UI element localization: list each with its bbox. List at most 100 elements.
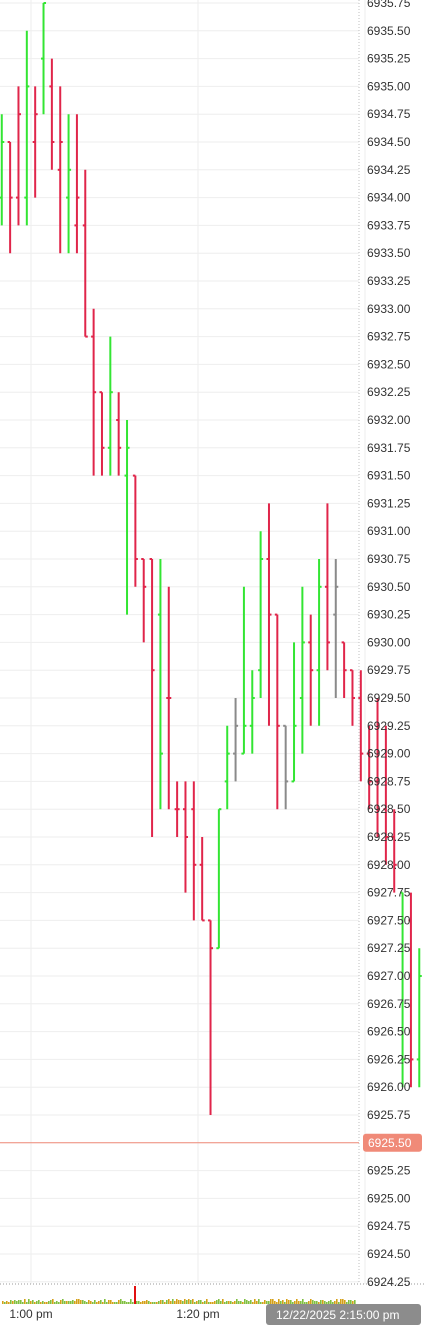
volume-bar xyxy=(210,1302,212,1304)
volume-bar xyxy=(198,1300,200,1304)
volume-bar xyxy=(182,1301,184,1304)
ohlc-bar xyxy=(316,559,322,726)
volume-bar xyxy=(328,1301,330,1304)
ohlc-bar xyxy=(266,503,272,726)
volume-bar xyxy=(156,1302,158,1304)
volume-bar xyxy=(50,1300,52,1304)
volume-bar xyxy=(262,1302,264,1304)
ohlc-bar xyxy=(107,336,113,476)
volume-bar xyxy=(316,1301,318,1304)
ohlc-bar xyxy=(116,392,122,476)
price-tick-label: 6924.25 xyxy=(367,1275,411,1289)
ohlc-bar xyxy=(7,141,13,254)
volume-bar xyxy=(232,1302,234,1304)
volume-bar xyxy=(58,1302,60,1304)
time-tick-label: 1:00 pm xyxy=(9,1307,52,1321)
volume-bar xyxy=(238,1301,240,1304)
ohlc-bar xyxy=(74,114,80,254)
ohlc-bars xyxy=(0,2,422,1115)
volume-bar xyxy=(174,1301,176,1304)
price-tick-label: 6933.00 xyxy=(367,302,411,316)
ohlc-bar xyxy=(174,781,180,837)
volume-bar xyxy=(8,1302,10,1304)
price-tick-label: 6927.75 xyxy=(367,886,411,900)
volume-bar-spike xyxy=(134,1286,136,1304)
volume-bar xyxy=(172,1299,174,1304)
volume-bar xyxy=(270,1299,272,1304)
ohlc-bar xyxy=(224,725,230,810)
volume-bar xyxy=(142,1301,144,1304)
volume-bar xyxy=(354,1300,356,1304)
ohlc-bar xyxy=(124,420,130,615)
ohlc-bar xyxy=(299,586,305,754)
volume-bar xyxy=(78,1299,80,1304)
volume-bar xyxy=(16,1301,18,1304)
volume-bar xyxy=(248,1301,250,1304)
volume-bar xyxy=(298,1301,300,1304)
volume-bar xyxy=(48,1301,50,1304)
volume-bar xyxy=(220,1301,222,1304)
volume-bar xyxy=(330,1300,332,1304)
volume-bar xyxy=(126,1302,128,1304)
price-tick-label: 6931.25 xyxy=(367,496,411,510)
ohlc-bar xyxy=(208,919,214,1115)
price-tick-label: 6928.25 xyxy=(367,830,411,844)
ohlc-bar xyxy=(166,586,172,810)
last-price-value: 6925.50 xyxy=(368,1136,412,1150)
volume-bar xyxy=(290,1300,292,1304)
volume-bar xyxy=(178,1300,180,1304)
price-tick-label: 6927.50 xyxy=(367,913,411,927)
volume-bar xyxy=(168,1299,170,1304)
volume-bar xyxy=(272,1299,274,1304)
ohlc-bar xyxy=(216,808,222,950)
volume-bar xyxy=(66,1301,68,1304)
ohlc-bar xyxy=(333,559,339,698)
volume-bar xyxy=(138,1301,140,1304)
volume-bar xyxy=(324,1301,326,1304)
volume-bar xyxy=(64,1301,66,1304)
volume-bar xyxy=(164,1302,166,1304)
ohlc-bar xyxy=(82,169,88,338)
volume-bar xyxy=(114,1302,116,1304)
volume-bar xyxy=(284,1302,286,1304)
volume-bar xyxy=(2,1301,4,1304)
price-axis[interactable]: 6935.75 6935.50 6935.25 6935.00 6934.75 6934.… xyxy=(367,0,411,1289)
volume-bar xyxy=(140,1302,142,1304)
volume-bar xyxy=(136,1301,138,1304)
ohlc-bar xyxy=(341,641,347,698)
volume-bar xyxy=(76,1299,78,1304)
volume-bar xyxy=(170,1301,172,1304)
volume-bar xyxy=(184,1299,186,1304)
crosshair-time-value: 12/22/2025 2:15:00 pm xyxy=(276,1308,399,1322)
volume-bar xyxy=(74,1301,76,1304)
price-tick-label: 6931.00 xyxy=(367,524,411,538)
price-tick-label: 6932.00 xyxy=(367,413,411,427)
price-tick-label: 6927.25 xyxy=(367,941,411,955)
volume-bar xyxy=(216,1300,218,1304)
volume-bar xyxy=(186,1300,188,1304)
volume-bar xyxy=(176,1299,178,1304)
price-tick-label: 6928.50 xyxy=(367,802,411,816)
volume-bar xyxy=(130,1299,132,1304)
volume-bar xyxy=(222,1299,224,1304)
volume-bar xyxy=(292,1302,294,1304)
volume-bar xyxy=(70,1301,72,1304)
volume-bar xyxy=(300,1301,302,1304)
volume-bar xyxy=(36,1301,38,1304)
volume-bar xyxy=(26,1302,28,1304)
volume-bar xyxy=(90,1301,92,1304)
volume-bar xyxy=(256,1301,258,1304)
volume-bar xyxy=(98,1301,100,1304)
ohlc-bar xyxy=(0,114,5,226)
volume-bar xyxy=(124,1301,126,1304)
volume-bar xyxy=(296,1299,298,1304)
ohlc-bar xyxy=(191,781,197,921)
grid-lines xyxy=(0,0,366,1284)
volume-bar xyxy=(166,1300,168,1304)
volume-bar xyxy=(6,1301,8,1304)
volume-bar xyxy=(244,1299,246,1304)
volume-bar xyxy=(204,1301,206,1304)
volume-bar xyxy=(286,1299,288,1304)
